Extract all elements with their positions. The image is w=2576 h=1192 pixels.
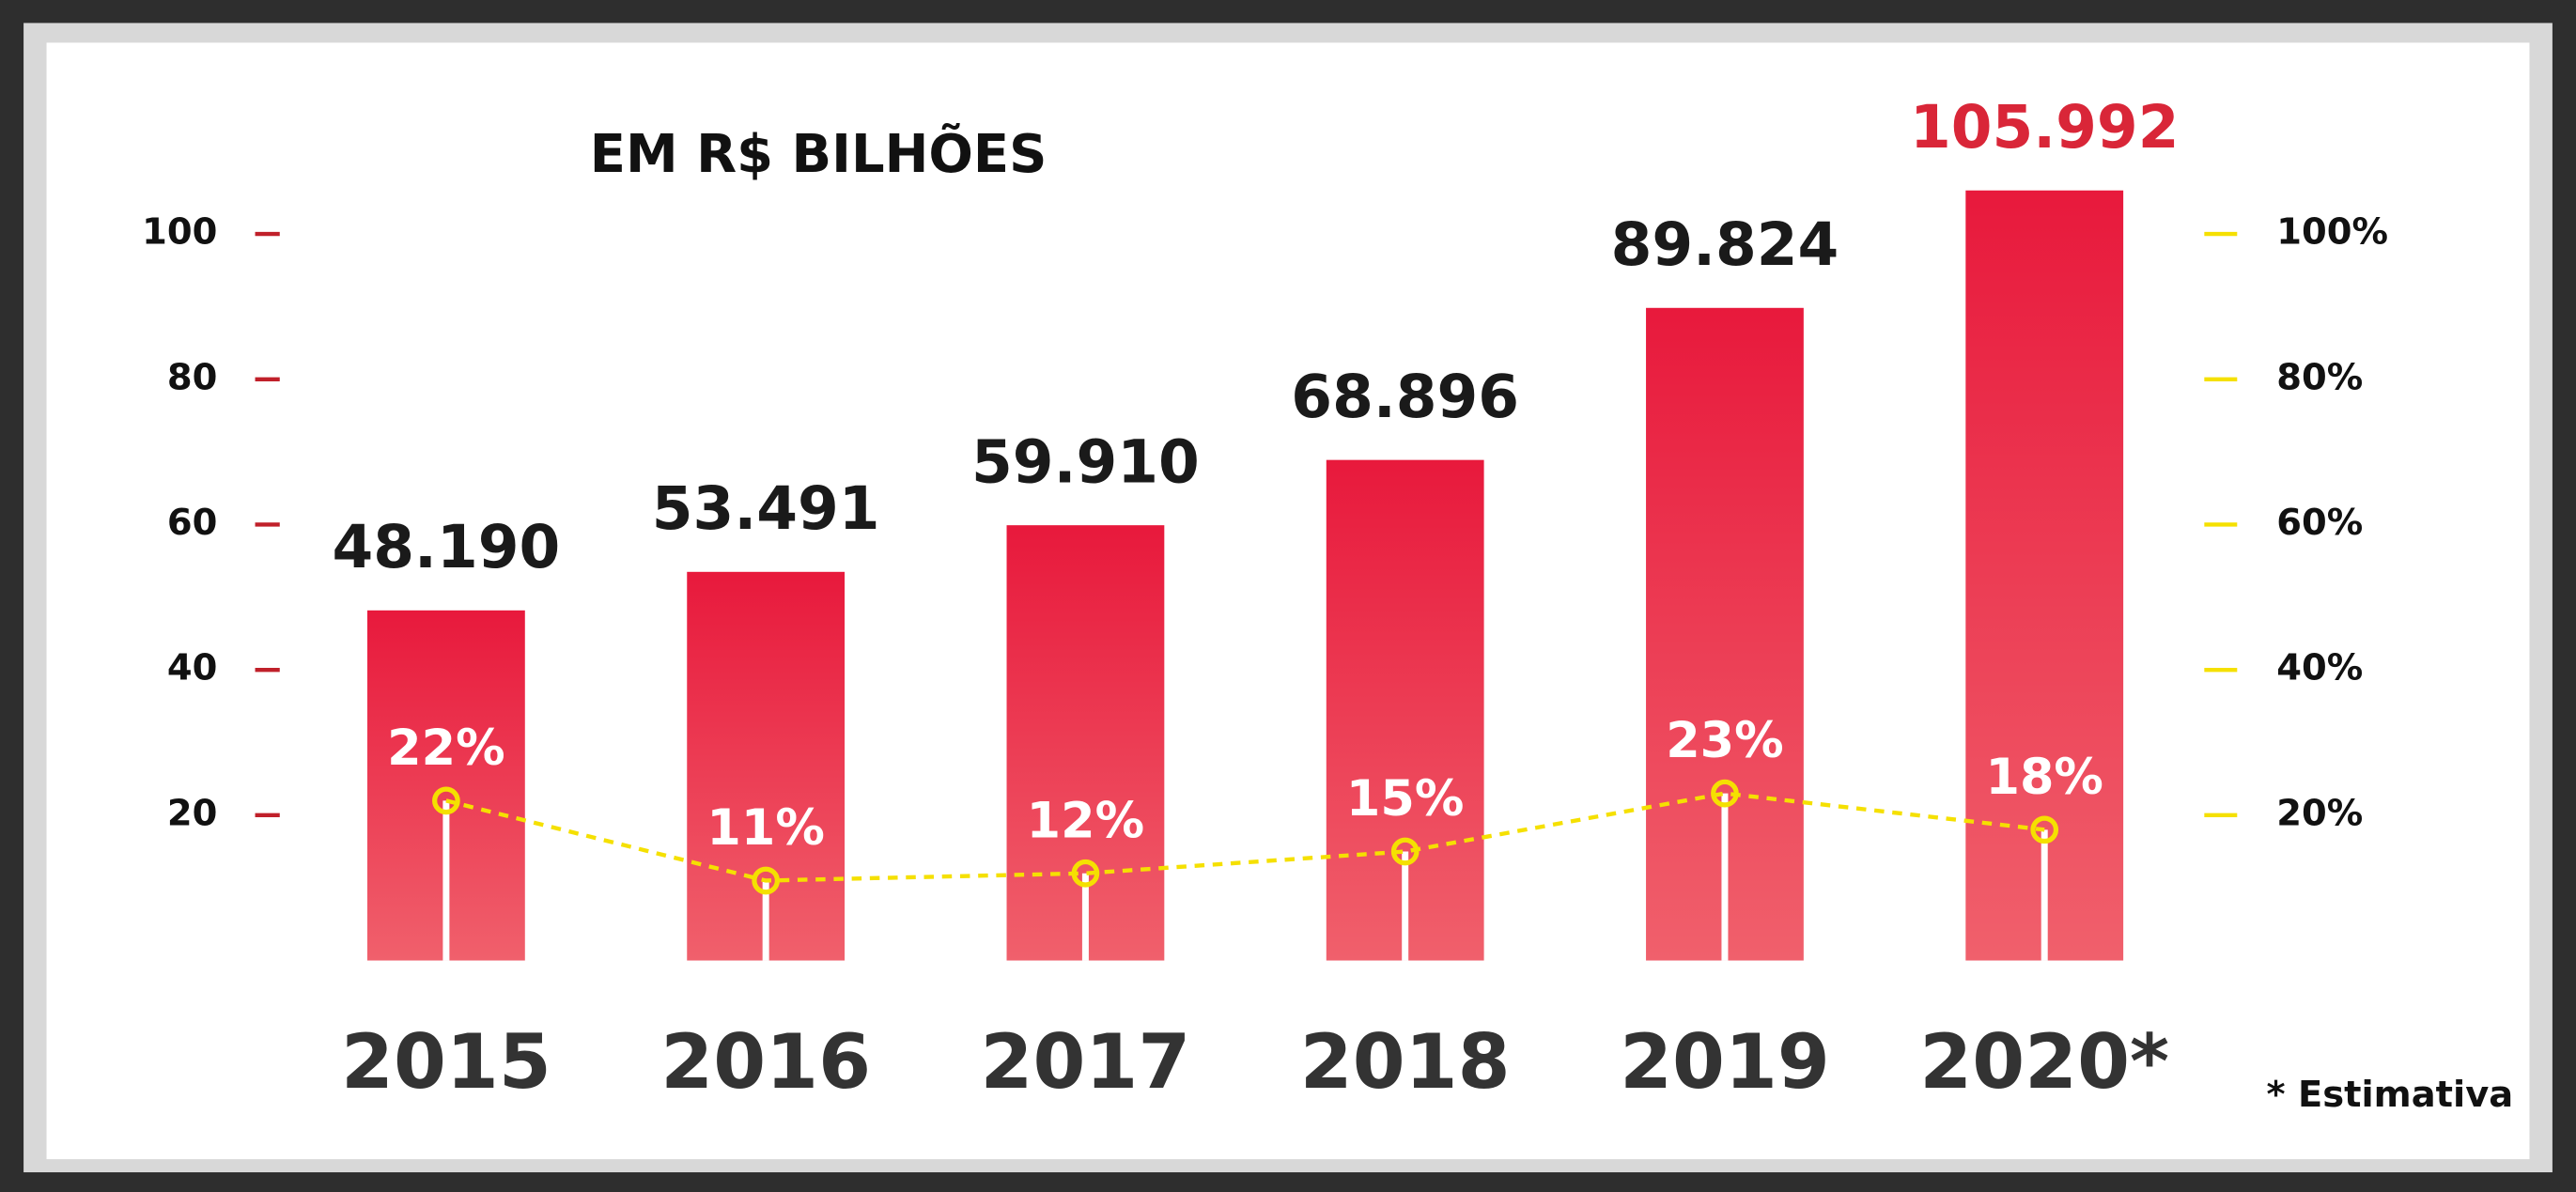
bar-value-label: 68.896: [1291, 363, 1519, 431]
bar-value-label: 89.824: [1611, 210, 1839, 279]
x-tick-label: 2017: [981, 1017, 1191, 1106]
y-tick-label: 20: [167, 792, 218, 834]
panel: [46, 42, 2530, 1160]
bar-value-label: 48.190: [333, 513, 561, 581]
line-point: [1711, 779, 1739, 808]
y-tick-label: 60: [167, 502, 218, 544]
y2-tick-label: 80%: [2276, 356, 2363, 398]
point-value-label: 18%: [1985, 749, 2103, 806]
y-tick-label: 40: [167, 647, 218, 689]
note: * Estimativa: [2267, 1074, 2514, 1116]
line-point: [432, 786, 460, 815]
point-value-label: 11%: [706, 799, 824, 857]
x-tick-label: 2018: [1300, 1017, 1511, 1106]
chart-title: EM R$ BILHÕES: [590, 124, 1047, 185]
x-tick-label: 2019: [1620, 1017, 1830, 1106]
point-value-label: 12%: [1027, 792, 1144, 849]
point-value-label: 23%: [1666, 712, 1783, 769]
y2-tick-label: 20%: [2276, 792, 2363, 834]
y2-tick-label: 60%: [2276, 502, 2363, 544]
point-value-label: 15%: [1346, 770, 1464, 828]
y2-tick-label: 40%: [2276, 647, 2363, 689]
bar-value-label: 59.910: [971, 427, 1200, 496]
bar-value-label: 105.992: [1910, 93, 2180, 162]
line-point: [1071, 859, 1100, 888]
bar-value-label: 53.491: [652, 474, 880, 543]
x-tick-label: 2016: [660, 1017, 871, 1106]
line: [445, 791, 2045, 883]
line-point: [1390, 837, 1420, 866]
point-value-label: 22%: [387, 720, 504, 777]
line-point: [2030, 815, 2059, 844]
y2-tick-label: 100%: [2276, 211, 2388, 254]
line-point: [752, 866, 781, 895]
y-tick-label: 100: [142, 211, 217, 254]
x-tick-label: 2015: [341, 1017, 551, 1106]
x-tick-label: 2020*: [1919, 1017, 2169, 1106]
y-tick-label: 80: [167, 356, 218, 398]
